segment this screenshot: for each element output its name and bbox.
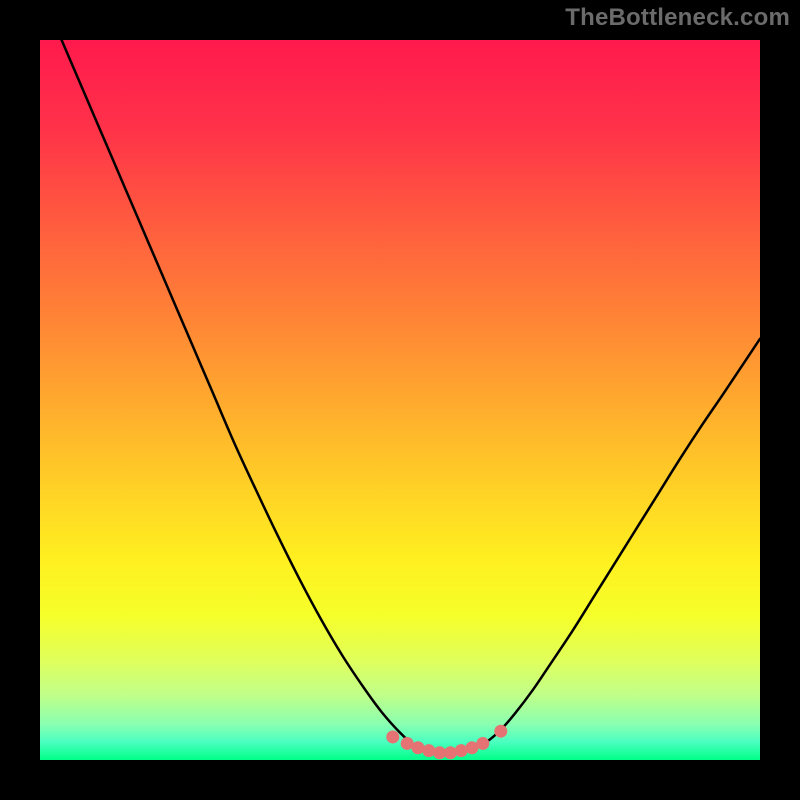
marker-dot <box>386 730 399 743</box>
chart-area <box>40 40 760 760</box>
chart-curve-layer <box>40 40 760 760</box>
curve-bottom-markers <box>386 725 507 760</box>
bottleneck-curve <box>62 40 760 755</box>
marker-dot <box>476 737 489 750</box>
page-root: TheBottleneck.com <box>0 0 800 800</box>
marker-dot <box>422 744 435 757</box>
watermark-text: TheBottleneck.com <box>565 4 790 32</box>
marker-dot <box>494 725 507 738</box>
marker-dot <box>444 746 457 759</box>
